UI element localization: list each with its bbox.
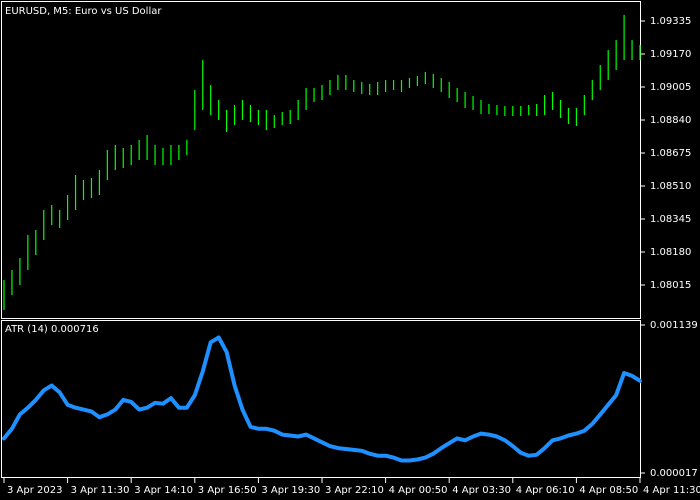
x-tick-label: 3 Apr 16:50 bbox=[198, 485, 257, 496]
y-tick-label: 0.000017 bbox=[650, 468, 698, 479]
x-tick-label: 3 Apr 19:30 bbox=[261, 485, 320, 496]
y-tick-label: 1.08840 bbox=[650, 115, 691, 126]
x-tick-label: 3 Apr 22:10 bbox=[325, 485, 384, 496]
x-tick-label: 3 Apr 14:10 bbox=[134, 485, 193, 496]
x-tick-label: 3 Apr 2023 bbox=[7, 485, 62, 496]
y-tick-label: 1.09335 bbox=[650, 16, 691, 27]
y-tick-label: 1.09005 bbox=[650, 82, 691, 93]
y-tick-label: 1.08180 bbox=[650, 247, 691, 258]
y-tick-label: 1.08675 bbox=[650, 148, 691, 159]
x-tick-label: 4 Apr 08:50 bbox=[579, 485, 638, 496]
x-tick-label: 4 Apr 03:30 bbox=[452, 485, 511, 496]
main-panel-frame bbox=[1, 1, 641, 319]
y-tick-label: 1.08015 bbox=[650, 280, 691, 291]
x-tick-label: 4 Apr 11:30 bbox=[643, 485, 700, 496]
chart-title: EURUSD, M5: Euro vs US Dollar bbox=[5, 6, 162, 17]
x-tick-label: 4 Apr 06:10 bbox=[516, 485, 575, 496]
y-tick-label: 1.09170 bbox=[650, 49, 691, 60]
atr-line bbox=[2, 335, 642, 463]
y-tick-label: 1.08510 bbox=[650, 181, 691, 192]
y-tick-label: 1.08345 bbox=[650, 214, 691, 225]
x-tick-label: 3 Apr 11:30 bbox=[71, 485, 130, 496]
x-tick-label: 4 Apr 00:50 bbox=[389, 485, 448, 496]
indicator-panel-frame bbox=[1, 320, 641, 478]
y-tick-label: 0.001139 bbox=[650, 320, 698, 331]
indicator-title: ATR (14) 0.000716 bbox=[5, 324, 99, 335]
